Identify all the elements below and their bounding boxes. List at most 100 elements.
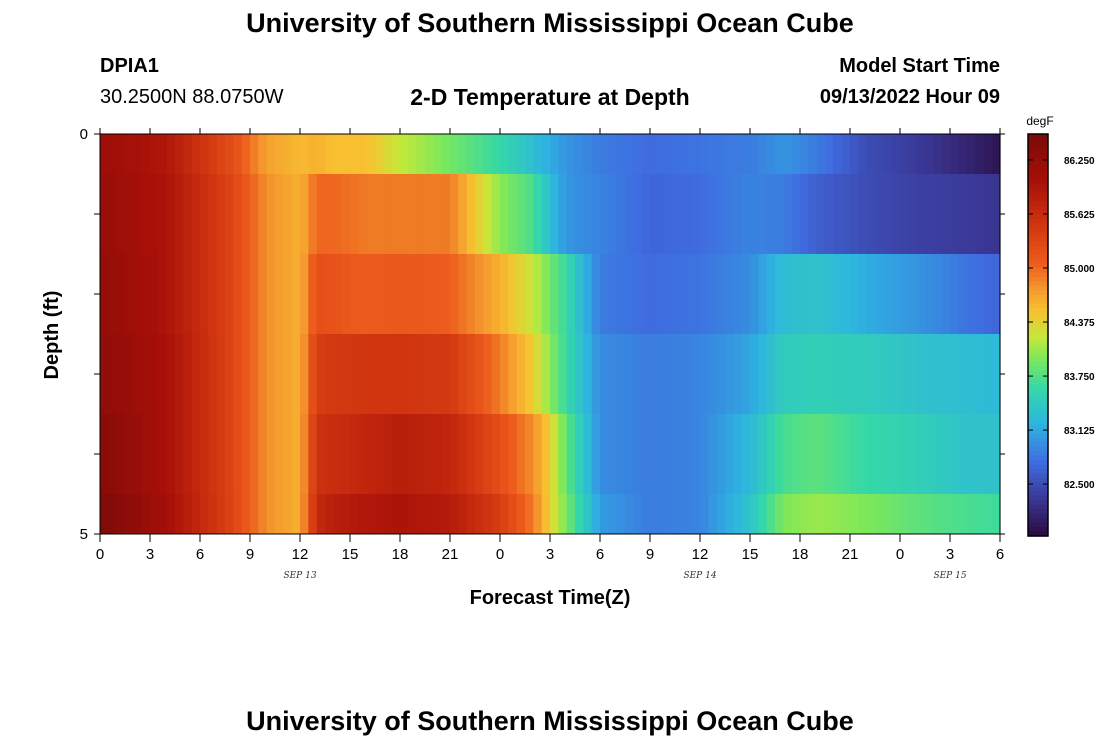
heatmap-cell (633, 174, 643, 254)
heatmap-cell (491, 334, 501, 414)
heatmap-cell (750, 334, 759, 414)
heatmap-cell (333, 134, 343, 174)
heatmap-cell (116, 334, 126, 414)
heatmap-cell (650, 494, 659, 534)
heatmap-cell (716, 494, 726, 534)
heatmap-cell (675, 134, 684, 174)
heatmap-cell (333, 414, 343, 494)
heatmap-cell (725, 254, 734, 334)
heatmap-cell (483, 254, 493, 334)
colorbar-segment (1028, 232, 1048, 238)
heatmap-cell (175, 174, 184, 254)
heatmap-cell (208, 414, 218, 494)
heatmap-cell (525, 174, 534, 254)
heatmap-cell (266, 254, 276, 334)
heatmap-cell (600, 134, 609, 174)
heatmap-cell (650, 174, 659, 254)
colorbar-units-label: degF (1026, 114, 1053, 128)
heatmap-cell (616, 254, 626, 334)
colorbar-segment (1028, 531, 1048, 537)
heatmap-cell (541, 334, 551, 414)
heatmap-cell (883, 134, 893, 174)
heatmap-cell (925, 414, 934, 494)
heatmap-cell (825, 334, 834, 414)
heatmap-cell (116, 414, 126, 494)
heatmap-cell (191, 414, 201, 494)
heatmap-cell (266, 494, 276, 534)
heatmap-cell (783, 254, 793, 334)
heatmap-cell (200, 254, 209, 334)
heatmap-cell (191, 494, 201, 534)
date-label: SEP 15 (933, 571, 966, 581)
heatmap-cell (508, 174, 518, 254)
heatmap-cell (791, 134, 801, 174)
heatmap-cell (533, 414, 543, 494)
colorbar-segment (1028, 361, 1048, 367)
heatmap-cell (283, 174, 293, 254)
heatmap-cell (875, 494, 884, 534)
heatmap-cell (633, 254, 643, 334)
heatmap-cell (691, 414, 701, 494)
heatmap-cell (416, 254, 426, 334)
colorbar-segment (1028, 205, 1048, 211)
heatmap-cell (833, 254, 843, 334)
heatmap-cell (933, 414, 943, 494)
heatmap-cell (475, 254, 484, 334)
colorbar-segment (1028, 513, 1048, 519)
heatmap-cell (550, 414, 559, 494)
heatmap-cell (766, 414, 776, 494)
heatmap-cell (258, 174, 268, 254)
heatmap-cell (458, 414, 468, 494)
heatmap-cell (291, 414, 301, 494)
heatmap-cell (850, 174, 859, 254)
heatmap-cell (550, 254, 559, 334)
heatmap-cell (725, 174, 734, 254)
colorbar-segment (1028, 527, 1048, 533)
heatmap-cell (283, 134, 293, 174)
heatmap-cell (808, 254, 818, 334)
heatmap-cell (216, 414, 226, 494)
model-start-time-value: 09/13/2022 Hour 09 (819, 86, 1000, 108)
heatmap-cell (825, 174, 834, 254)
heatmap-cell (100, 494, 109, 534)
heatmap-cell (250, 174, 259, 254)
heatmap-cell (808, 134, 818, 174)
heatmap-cell (958, 414, 968, 494)
colorbar-segment (1028, 473, 1048, 479)
chart-axes: 0 3 6 9 12 15 18 21 0 3 6 9 12 15 18 21 0 3 6 SEP 13 SEP 14 S… (80, 126, 1005, 581)
heatmap-cell (800, 334, 809, 414)
x-tick-label: 9 (246, 546, 254, 563)
colorbar-legend: 86.250 85.625 85.000 84.375 83.750 83.125 82.5… (1027, 133, 1095, 537)
heatmap-cell (141, 174, 151, 254)
heatmap-cell (516, 494, 526, 534)
heatmap-cell (641, 414, 651, 494)
x-tick-label: 18 (392, 546, 409, 563)
heatmap-cell (991, 414, 1001, 494)
heatmap-cell (983, 134, 993, 174)
heatmap-cell (675, 494, 684, 534)
colorbar-segment (1028, 375, 1048, 381)
colorbar-frame (1027, 133, 1049, 537)
heatmap-cell (558, 494, 568, 534)
heatmap-cell (383, 334, 393, 414)
x-tick-label: 3 (946, 546, 954, 563)
heatmap-cell (616, 174, 626, 254)
heatmap-cell (691, 494, 701, 534)
heatmap-cell (400, 334, 409, 414)
heatmap-cell (191, 174, 201, 254)
heatmap-cell (458, 254, 468, 334)
heatmap-cell (700, 174, 709, 254)
colorbar-segment (1028, 169, 1048, 175)
y-axis-title: Depth (ft) (41, 291, 63, 380)
x-tick-label: 21 (842, 546, 859, 563)
colorbar-segment (1028, 379, 1048, 385)
heatmap-cell (475, 174, 484, 254)
heatmap-cell (941, 334, 951, 414)
heatmap-cell (158, 494, 168, 534)
heatmap-cell (725, 494, 734, 534)
heatmap-cell (441, 334, 451, 414)
heatmap-cell (933, 174, 943, 254)
heatmap-cell (166, 254, 176, 334)
heatmap-cell (500, 134, 509, 174)
heatmap-cell (208, 134, 218, 174)
